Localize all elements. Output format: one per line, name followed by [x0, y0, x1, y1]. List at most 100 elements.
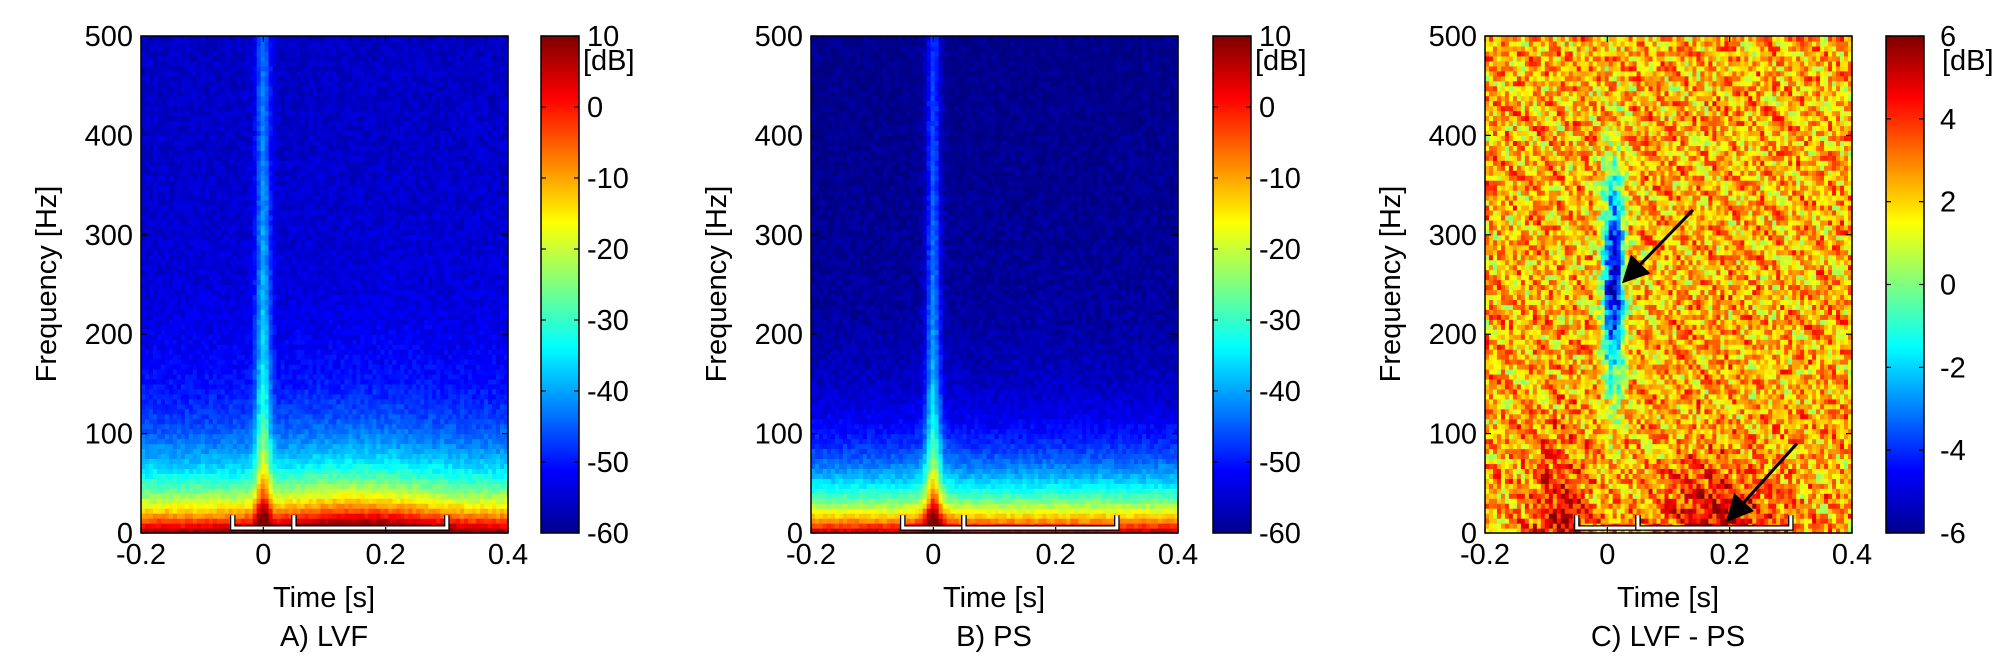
heatmap-cell: [336, 180, 341, 186]
heatmap-cell: [193, 270, 198, 276]
heatmap-cell: [237, 399, 242, 405]
heatmap-cell: [332, 379, 337, 385]
heatmap-cell: [225, 130, 230, 136]
heatmap-cell: [213, 190, 218, 196]
heatmap-cell: [165, 91, 170, 97]
heatmap-cell: [189, 260, 194, 266]
heatmap-cell: [305, 135, 310, 141]
heatmap-cell: [325, 96, 330, 102]
heatmap-cell: [253, 468, 258, 474]
heatmap-cell: [197, 225, 202, 231]
heatmap-cell: [205, 419, 210, 425]
heatmap-cell: [332, 389, 337, 395]
heatmap-cell: [277, 314, 282, 320]
heatmap-cell: [153, 513, 158, 519]
heatmap-cell: [173, 140, 178, 146]
heatmap-cell: [237, 289, 242, 295]
heatmap-cell: [221, 235, 226, 241]
heatmap-cell: [209, 195, 214, 201]
heatmap-cell: [161, 324, 166, 330]
heatmap-cell: [249, 190, 254, 196]
heatmap-cell: [253, 354, 258, 360]
heatmap-cell: [297, 200, 302, 206]
heatmap-cell: [313, 195, 318, 201]
heatmap-cell: [325, 458, 330, 464]
heatmap-cell: [201, 518, 206, 524]
heatmap-cell: [157, 200, 162, 206]
heatmap-cell: [145, 225, 150, 231]
heatmap-cell: [257, 483, 262, 489]
heatmap-cell: [277, 250, 282, 256]
heatmap-cell: [153, 46, 158, 52]
heatmap-cell: [332, 394, 337, 400]
heatmap-cell: [165, 195, 170, 201]
heatmap-cell: [245, 354, 250, 360]
heatmap-cell: [293, 116, 298, 122]
heatmap-cell: [257, 379, 262, 385]
heatmap-cell: [153, 434, 158, 440]
heatmap-cell: [145, 493, 150, 499]
heatmap-cell: [325, 220, 330, 226]
heatmap-cell: [193, 488, 198, 494]
heatmap-cell: [332, 304, 337, 310]
heatmap-cell: [317, 364, 322, 370]
heatmap-cell: [237, 334, 242, 340]
heatmap-cell: [265, 334, 270, 340]
heatmap-cell: [277, 424, 282, 430]
heatmap-cell: [145, 503, 150, 509]
heatmap-cell: [265, 81, 270, 87]
heatmap-cell: [177, 419, 182, 425]
heatmap-cell: [325, 339, 330, 345]
heatmap-cell: [245, 225, 250, 231]
heatmap-cell: [157, 449, 162, 455]
heatmap-cell: [173, 160, 178, 166]
heatmap-cell: [336, 434, 341, 440]
heatmap-cell: [229, 210, 234, 216]
heatmap-cell: [161, 220, 166, 226]
heatmap-cell: [281, 319, 286, 325]
heatmap-cell: [321, 439, 326, 445]
heatmap-cell: [181, 429, 186, 435]
heatmap-cell: [181, 215, 186, 221]
heatmap-cell: [328, 125, 333, 131]
heatmap-cell: [265, 304, 270, 310]
heatmap-cell: [328, 285, 333, 291]
heatmap-cell: [213, 354, 218, 360]
heatmap-cell: [336, 359, 341, 365]
heatmap-cell: [336, 160, 341, 166]
heatmap-cell: [173, 458, 178, 464]
heatmap-cell: [157, 379, 162, 385]
heatmap-cell: [281, 404, 286, 410]
heatmap-cell: [181, 106, 186, 112]
heatmap-cell: [145, 91, 150, 97]
heatmap-cell: [328, 215, 333, 221]
heatmap-cell: [269, 473, 274, 479]
heatmap-cell: [225, 76, 230, 82]
heatmap-cell: [305, 483, 310, 489]
heatmap-cell: [205, 101, 210, 107]
heatmap-cell: [257, 185, 262, 191]
heatmap-cell: [209, 36, 214, 42]
heatmap-cell: [309, 66, 314, 72]
heatmap-cell: [225, 235, 230, 241]
heatmap-cell: [325, 135, 330, 141]
heatmap-cell: [241, 140, 246, 146]
heatmap-cell: [153, 130, 158, 136]
heatmap-cell: [201, 165, 206, 171]
heatmap-cell: [317, 36, 322, 42]
heatmap-cell: [153, 145, 158, 151]
heatmap-cell: [245, 51, 250, 57]
heatmap-cell: [149, 220, 154, 226]
heatmap-cell: [209, 91, 214, 97]
heatmap-cell: [233, 374, 238, 380]
heatmap-cell: [241, 399, 246, 405]
heatmap-cell: [305, 414, 310, 420]
heatmap-cell: [285, 488, 290, 494]
heatmap-cell: [237, 61, 242, 67]
heatmap-cell: [145, 463, 150, 469]
heatmap-cell: [181, 210, 186, 216]
heatmap-cell: [233, 130, 238, 136]
heatmap-cell: [253, 120, 258, 126]
heatmap-cell: [173, 478, 178, 484]
heatmap-cell: [245, 210, 250, 216]
